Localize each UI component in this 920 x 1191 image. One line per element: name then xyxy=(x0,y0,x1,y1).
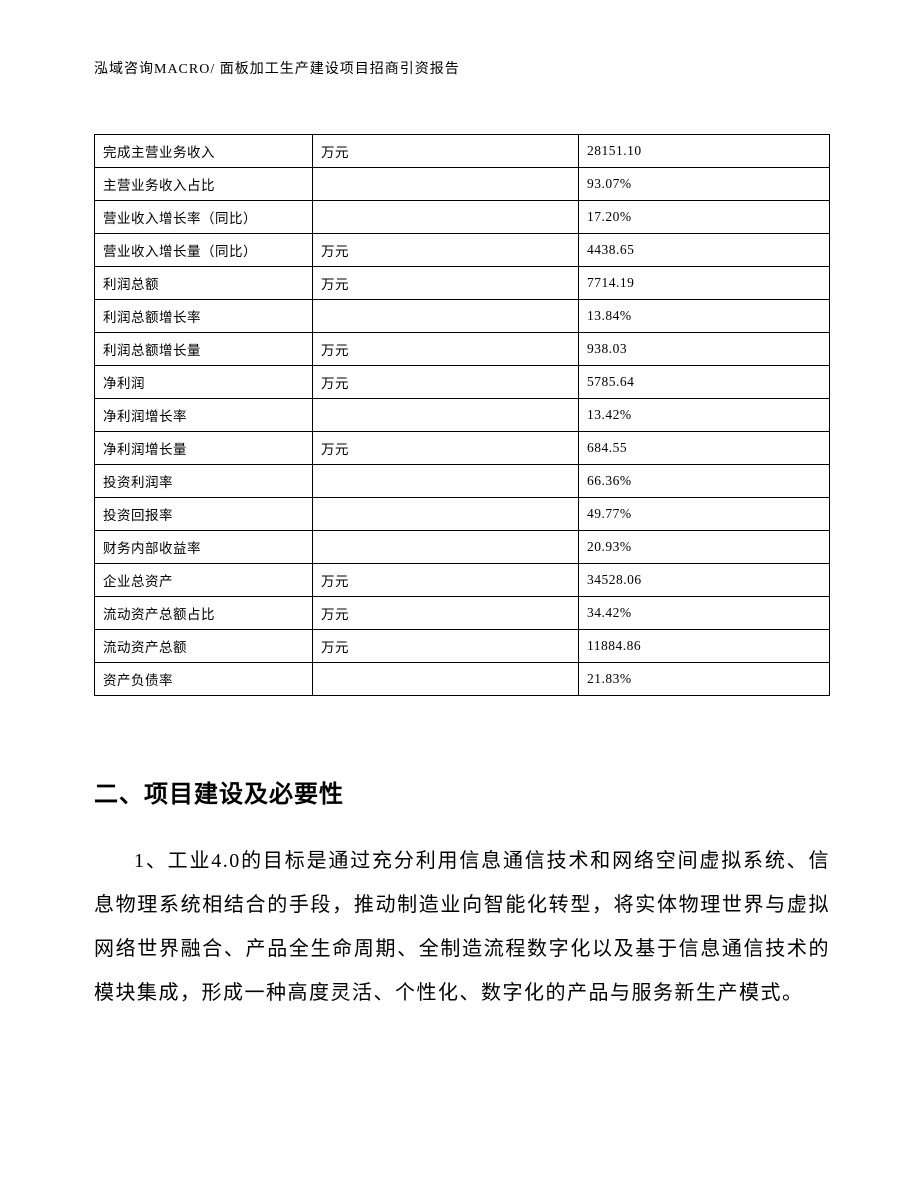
row-unit: 万元 xyxy=(313,135,579,168)
row-unit: 万元 xyxy=(313,564,579,597)
row-label: 净利润增长量 xyxy=(95,432,313,465)
row-value: 938.03 xyxy=(579,333,830,366)
table-row: 营业收入增长量（同比） 万元 4438.65 xyxy=(95,234,830,267)
row-unit: 万元 xyxy=(313,432,579,465)
table-row: 投资利润率 66.36% xyxy=(95,465,830,498)
table-row: 净利润增长率 13.42% xyxy=(95,399,830,432)
row-value: 34.42% xyxy=(579,597,830,630)
row-label: 利润总额增长率 xyxy=(95,300,313,333)
table-row: 流动资产总额 万元 11884.86 xyxy=(95,630,830,663)
table-row: 企业总资产 万元 34528.06 xyxy=(95,564,830,597)
row-unit: 万元 xyxy=(313,267,579,300)
row-unit: 万元 xyxy=(313,366,579,399)
row-unit: 万元 xyxy=(313,597,579,630)
table-row: 净利润增长量 万元 684.55 xyxy=(95,432,830,465)
row-value: 17.20% xyxy=(579,201,830,234)
table-row: 利润总额 万元 7714.19 xyxy=(95,267,830,300)
row-value: 11884.86 xyxy=(579,630,830,663)
table-row: 利润总额增长率 13.84% xyxy=(95,300,830,333)
table-row: 投资回报率 49.77% xyxy=(95,498,830,531)
table-row: 主营业务收入占比 93.07% xyxy=(95,168,830,201)
row-label: 利润总额增长量 xyxy=(95,333,313,366)
row-label: 营业收入增长率（同比） xyxy=(95,201,313,234)
row-label: 净利润增长率 xyxy=(95,399,313,432)
table-row: 财务内部收益率 20.93% xyxy=(95,531,830,564)
table-row: 资产负债率 21.83% xyxy=(95,663,830,696)
table-row: 利润总额增长量 万元 938.03 xyxy=(95,333,830,366)
page-header: 泓域咨询MACRO/ 面板加工生产建设项目招商引资报告 xyxy=(94,58,830,78)
row-label: 净利润 xyxy=(95,366,313,399)
row-label: 流动资产总额占比 xyxy=(95,597,313,630)
row-value: 66.36% xyxy=(579,465,830,498)
table-row: 完成主营业务收入 万元 28151.10 xyxy=(95,135,830,168)
row-unit: 万元 xyxy=(313,234,579,267)
row-value: 684.55 xyxy=(579,432,830,465)
section-paragraph: 1、工业4.0的目标是通过充分利用信息通信技术和网络空间虚拟系统、信息物理系统相… xyxy=(94,839,830,1015)
row-value: 7714.19 xyxy=(579,267,830,300)
row-label: 财务内部收益率 xyxy=(95,531,313,564)
row-unit xyxy=(313,465,579,498)
row-unit xyxy=(313,399,579,432)
row-label: 企业总资产 xyxy=(95,564,313,597)
row-unit xyxy=(313,663,579,696)
section-heading: 二、项目建设及必要性 xyxy=(94,774,830,809)
row-value: 34528.06 xyxy=(579,564,830,597)
row-value: 21.83% xyxy=(579,663,830,696)
row-label: 流动资产总额 xyxy=(95,630,313,663)
row-value: 13.84% xyxy=(579,300,830,333)
row-label: 完成主营业务收入 xyxy=(95,135,313,168)
row-value: 4438.65 xyxy=(579,234,830,267)
table-row: 营业收入增长率（同比） 17.20% xyxy=(95,201,830,234)
row-label: 投资回报率 xyxy=(95,498,313,531)
table-row: 流动资产总额占比 万元 34.42% xyxy=(95,597,830,630)
row-unit: 万元 xyxy=(313,630,579,663)
row-unit xyxy=(313,531,579,564)
document-page: 泓域咨询MACRO/ 面板加工生产建设项目招商引资报告 完成主营业务收入 万元 … xyxy=(0,0,920,1191)
row-unit xyxy=(313,168,579,201)
financial-table: 完成主营业务收入 万元 28151.10 主营业务收入占比 93.07% 营业收… xyxy=(94,134,830,696)
row-value: 93.07% xyxy=(579,168,830,201)
row-value: 13.42% xyxy=(579,399,830,432)
row-unit xyxy=(313,201,579,234)
row-unit xyxy=(313,300,579,333)
row-unit xyxy=(313,498,579,531)
row-value: 28151.10 xyxy=(579,135,830,168)
row-value: 49.77% xyxy=(579,498,830,531)
row-label: 主营业务收入占比 xyxy=(95,168,313,201)
row-value: 5785.64 xyxy=(579,366,830,399)
row-label: 投资利润率 xyxy=(95,465,313,498)
financial-table-body: 完成主营业务收入 万元 28151.10 主营业务收入占比 93.07% 营业收… xyxy=(95,135,830,696)
row-unit: 万元 xyxy=(313,333,579,366)
row-label: 利润总额 xyxy=(95,267,313,300)
row-value: 20.93% xyxy=(579,531,830,564)
row-label: 营业收入增长量（同比） xyxy=(95,234,313,267)
table-row: 净利润 万元 5785.64 xyxy=(95,366,830,399)
row-label: 资产负债率 xyxy=(95,663,313,696)
